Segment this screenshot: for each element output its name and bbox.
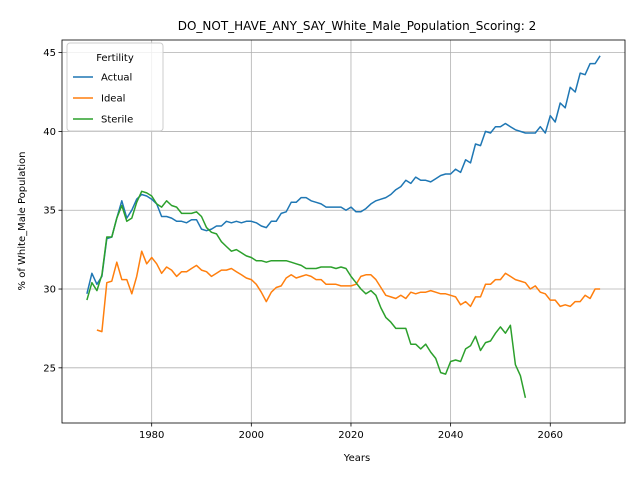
plot-frame — [61, 39, 626, 424]
y-tick-label: 30 — [43, 285, 56, 296]
chart-title: DO_NOT_HAVE_ANY_SAY_White_Male_Populatio… — [178, 19, 537, 33]
y-tick-label: 45 — [43, 48, 56, 59]
y-axis-label: % of White_Male Population — [17, 152, 28, 291]
series-line-ideal — [96, 250, 601, 333]
x-tick-label: 2000 — [239, 430, 264, 441]
legend-label-actual: Actual — [101, 73, 132, 84]
legend-box — [66, 42, 164, 132]
series-group — [86, 55, 601, 398]
x-axis-ticks: 1980 2000 2020 2040 2060 — [139, 423, 563, 441]
x-axis-label: Years — [343, 453, 370, 464]
legend: Fertility Actual Ideal Sterile — [66, 42, 164, 132]
legend-title: Fertility — [96, 53, 134, 64]
x-tick-label: 1980 — [139, 430, 164, 441]
x-tick-label: 2060 — [538, 430, 563, 441]
x-tick-label: 2020 — [338, 430, 363, 441]
y-tick-label: 25 — [43, 363, 56, 374]
x-tick-label: 2040 — [438, 430, 463, 441]
legend-label-sterile: Sterile — [101, 115, 133, 126]
series-line-sterile — [86, 190, 527, 398]
legend-label-ideal: Ideal — [101, 94, 125, 105]
y-axis-ticks: 25 30 35 40 45 — [43, 48, 62, 374]
y-tick-label: 40 — [43, 127, 56, 138]
series-line-actual — [86, 55, 601, 294]
legend-items: Actual Ideal Sterile — [73, 73, 133, 126]
y-tick-label: 35 — [43, 206, 56, 217]
